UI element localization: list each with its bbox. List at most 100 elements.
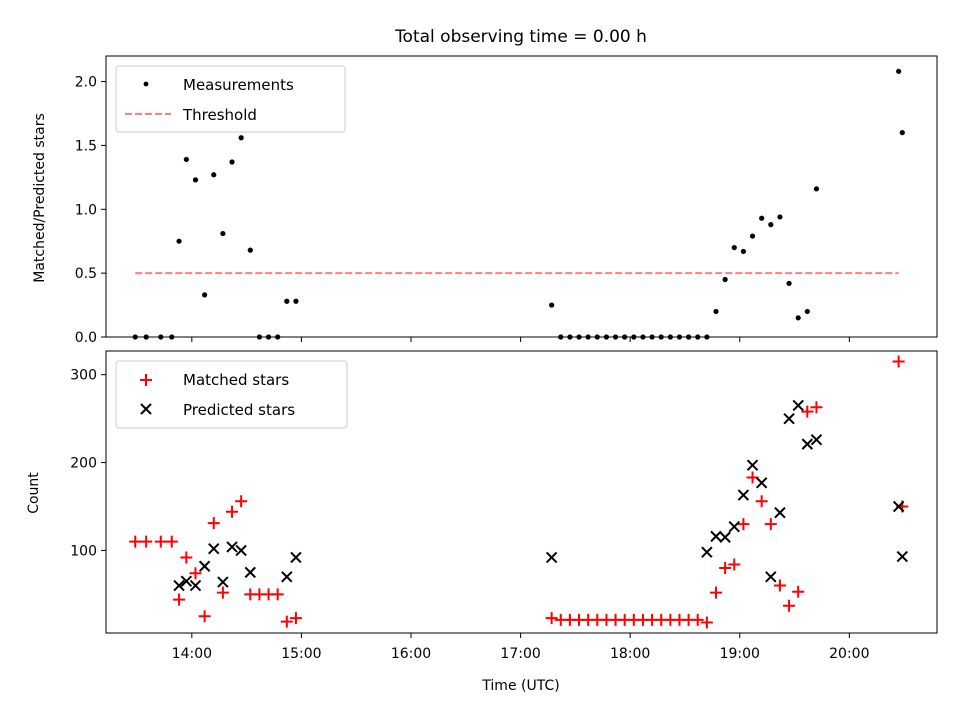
predicted-star-point bbox=[719, 531, 731, 543]
predicted-star-point bbox=[235, 544, 247, 557]
bottom-legend: Matched stars Predicted stars bbox=[115, 360, 348, 429]
bottom-y-tick-label: 200 bbox=[70, 456, 97, 472]
top-plot-area: 0.0 0.5 1.0 1.5 2.0 bbox=[75, 55, 938, 346]
bottom-y-tick-label: 300 bbox=[70, 368, 97, 384]
matched-star-point bbox=[165, 535, 178, 548]
bottom-axes-frame bbox=[105, 350, 938, 634]
matched-star-point bbox=[792, 585, 805, 598]
measurement-point bbox=[576, 334, 582, 340]
matched-star-point bbox=[755, 495, 768, 508]
predicted-star-point bbox=[701, 546, 713, 558]
measurement-point bbox=[265, 334, 272, 340]
predicted-star-point bbox=[801, 438, 814, 450]
measurement-point bbox=[786, 280, 792, 286]
top-legend: Measurements Threshold bbox=[115, 65, 346, 133]
measurement-point bbox=[158, 334, 164, 340]
predicted-star-point bbox=[208, 542, 220, 555]
predicted-star-point bbox=[710, 530, 722, 543]
measurement-point bbox=[211, 172, 217, 178]
matched-star-point bbox=[216, 586, 229, 599]
measurement-point bbox=[722, 276, 728, 283]
measurement-point bbox=[585, 334, 591, 340]
x-tick-label: 20:00 bbox=[829, 646, 869, 662]
predicted-star-point bbox=[226, 541, 238, 553]
legend-measurements-marker bbox=[143, 81, 149, 87]
top-y-tick-label: 0.0 bbox=[75, 330, 97, 346]
matched-star-point bbox=[207, 517, 220, 530]
top-y-tick-label: 1.5 bbox=[75, 138, 97, 154]
measurement-point bbox=[658, 334, 664, 340]
predicted-star-point bbox=[728, 520, 740, 533]
x-tick-label: 15:00 bbox=[281, 646, 321, 662]
matched-star-point bbox=[700, 616, 713, 629]
measurement-point bbox=[183, 156, 189, 163]
legend-predicted-label: Predicted stars bbox=[183, 401, 295, 419]
measurement-point bbox=[594, 334, 600, 340]
predicted-star-point bbox=[198, 560, 211, 572]
bottom-plot-area: 14:00 15:00 16:00 17:00 18:00 19:00 20:00 100 20… bbox=[70, 350, 938, 662]
measurement-point bbox=[649, 334, 655, 340]
measurement-point bbox=[731, 244, 737, 251]
legend-measurements-label: Measurements bbox=[183, 76, 294, 94]
matched-star-point bbox=[173, 593, 186, 606]
predicted-star-point bbox=[783, 412, 795, 425]
predicted-star-point bbox=[765, 571, 777, 583]
measurement-point bbox=[676, 334, 683, 340]
measurement-point bbox=[686, 334, 692, 340]
measurement-point bbox=[622, 334, 628, 340]
measurement-point bbox=[132, 334, 138, 340]
measurement-point bbox=[896, 68, 902, 74]
matched-star-point bbox=[710, 586, 723, 599]
measurement-point bbox=[229, 159, 235, 165]
legend-predicted-marker bbox=[140, 403, 152, 415]
top-y-tick-label: 1.0 bbox=[75, 202, 97, 218]
top-legend-box bbox=[115, 65, 346, 133]
matched-star-point bbox=[719, 561, 732, 574]
predicted-star-point bbox=[545, 551, 558, 564]
top-axes-frame bbox=[105, 55, 938, 338]
matched-star-point bbox=[271, 588, 284, 601]
measurement-point bbox=[558, 334, 564, 340]
predicted-star-point bbox=[173, 579, 185, 592]
legend-threshold-label: Threshold bbox=[182, 106, 257, 124]
predicted-star-point bbox=[180, 575, 193, 587]
measurement-point bbox=[631, 334, 637, 340]
matched-star-point bbox=[764, 518, 777, 531]
bottom-y-axis-label: Count bbox=[26, 472, 42, 514]
matched-star-point bbox=[783, 599, 796, 612]
matched-star-point bbox=[140, 535, 153, 548]
measurement-point bbox=[247, 247, 253, 253]
matched-star-point bbox=[154, 535, 167, 548]
x-tick-label: 18:00 bbox=[610, 646, 650, 662]
x-axis-label: Time (UTC) bbox=[481, 678, 559, 694]
predicted-star-point bbox=[896, 550, 909, 563]
measurement-point bbox=[740, 248, 747, 255]
measurement-point bbox=[612, 334, 619, 340]
matched-star-point bbox=[810, 401, 823, 414]
measurement-point bbox=[777, 214, 783, 220]
measurement-point bbox=[795, 315, 801, 321]
matched-star-point bbox=[545, 612, 558, 625]
measurement-point bbox=[695, 334, 701, 340]
measurement-point bbox=[713, 308, 719, 315]
predicted-star-point bbox=[244, 566, 256, 579]
matched-star-point bbox=[691, 613, 704, 626]
bottom-legend-box bbox=[115, 360, 348, 429]
measurement-point bbox=[284, 298, 290, 304]
predicted-star-point bbox=[189, 579, 202, 592]
top-y-tick-label: 0.5 bbox=[75, 266, 97, 282]
matched-star-point bbox=[226, 505, 239, 518]
predicted-star-point bbox=[737, 489, 750, 501]
x-tick-label: 17:00 bbox=[500, 646, 540, 662]
measurement-point bbox=[238, 135, 244, 141]
matched-star-point bbox=[235, 495, 248, 508]
predicted-star-point bbox=[792, 399, 804, 412]
matched-star-point bbox=[746, 471, 759, 484]
chart-title: Total observing time = 0.00 h bbox=[394, 27, 647, 47]
matched-star-point bbox=[801, 405, 814, 418]
measurement-point bbox=[813, 186, 820, 192]
matched-star-point bbox=[180, 551, 193, 564]
matched-star-point bbox=[198, 610, 211, 623]
measurement-point bbox=[704, 334, 710, 340]
